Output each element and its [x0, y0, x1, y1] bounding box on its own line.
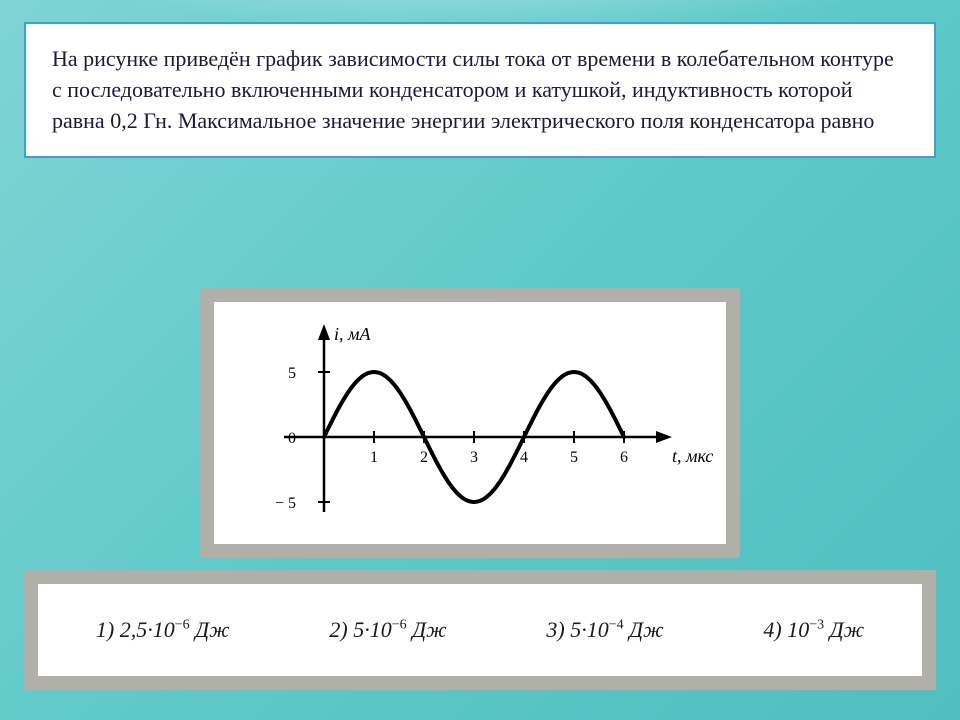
y-tick-label-5: 5 — [288, 365, 296, 382]
x-tick-label-3: 3 — [470, 449, 478, 466]
y-axis-arrow — [318, 324, 330, 340]
answers-row: 1) 2,5·10−6 Дж 2) 5·10−6 Дж 3) 5·10−4 Дж… — [38, 584, 922, 676]
x-tick-label-2: 2 — [420, 449, 428, 466]
answer-option-4: 4) 10−3 Дж — [763, 617, 864, 643]
answer-option-2: 2) 5·10−6 Дж — [329, 617, 446, 643]
answer-option-3: 3) 5·10−4 Дж — [546, 617, 663, 643]
answer-num: 1) — [96, 617, 114, 642]
answer-unit: Дж — [824, 617, 864, 642]
answer-coeff: 5·10 — [353, 617, 392, 642]
answer-exp: −6 — [175, 618, 190, 633]
question-text: На рисунке приведён график зависимости с… — [52, 44, 908, 136]
x-axis-arrow — [656, 431, 672, 443]
answer-unit: Дж — [624, 617, 664, 642]
answer-num: 2) — [329, 617, 347, 642]
question-panel: На рисунке приведён график зависимости с… — [24, 22, 936, 158]
x-tick-label-4: 4 — [520, 449, 528, 466]
answer-exp: −3 — [809, 618, 824, 633]
sine-chart: i, мА t, мкс 5 0 − 5 1 2 3 4 5 6 — [214, 302, 726, 544]
x-tick-label-6: 6 — [620, 449, 628, 466]
answer-coeff: 2,5·10 — [120, 617, 175, 642]
answer-exp: −4 — [609, 618, 624, 633]
answer-unit: Дж — [190, 617, 230, 642]
answer-unit: Дж — [407, 617, 447, 642]
answer-coeff: 5·10 — [570, 617, 609, 642]
answer-num: 4) — [763, 617, 781, 642]
y-axis-label: i, мА — [334, 324, 371, 344]
answer-coeff: 10 — [787, 617, 809, 642]
y-tick-label-0: 0 — [288, 430, 296, 447]
y-tick-label-neg5: − 5 — [275, 495, 296, 512]
answer-exp: −6 — [392, 618, 407, 633]
answers-frame: 1) 2,5·10−6 Дж 2) 5·10−6 Дж 3) 5·10−4 Дж… — [24, 570, 936, 690]
answer-option-1: 1) 2,5·10−6 Дж — [96, 617, 230, 643]
answer-num: 3) — [546, 617, 564, 642]
x-tick-label-5: 5 — [570, 449, 578, 466]
x-tick-label-1: 1 — [370, 449, 378, 466]
chart-area: i, мА t, мкс 5 0 − 5 1 2 3 4 5 6 — [214, 302, 726, 544]
chart-frame: i, мА t, мкс 5 0 − 5 1 2 3 4 5 6 — [200, 288, 740, 558]
x-axis-label: t, мкс — [672, 446, 713, 466]
